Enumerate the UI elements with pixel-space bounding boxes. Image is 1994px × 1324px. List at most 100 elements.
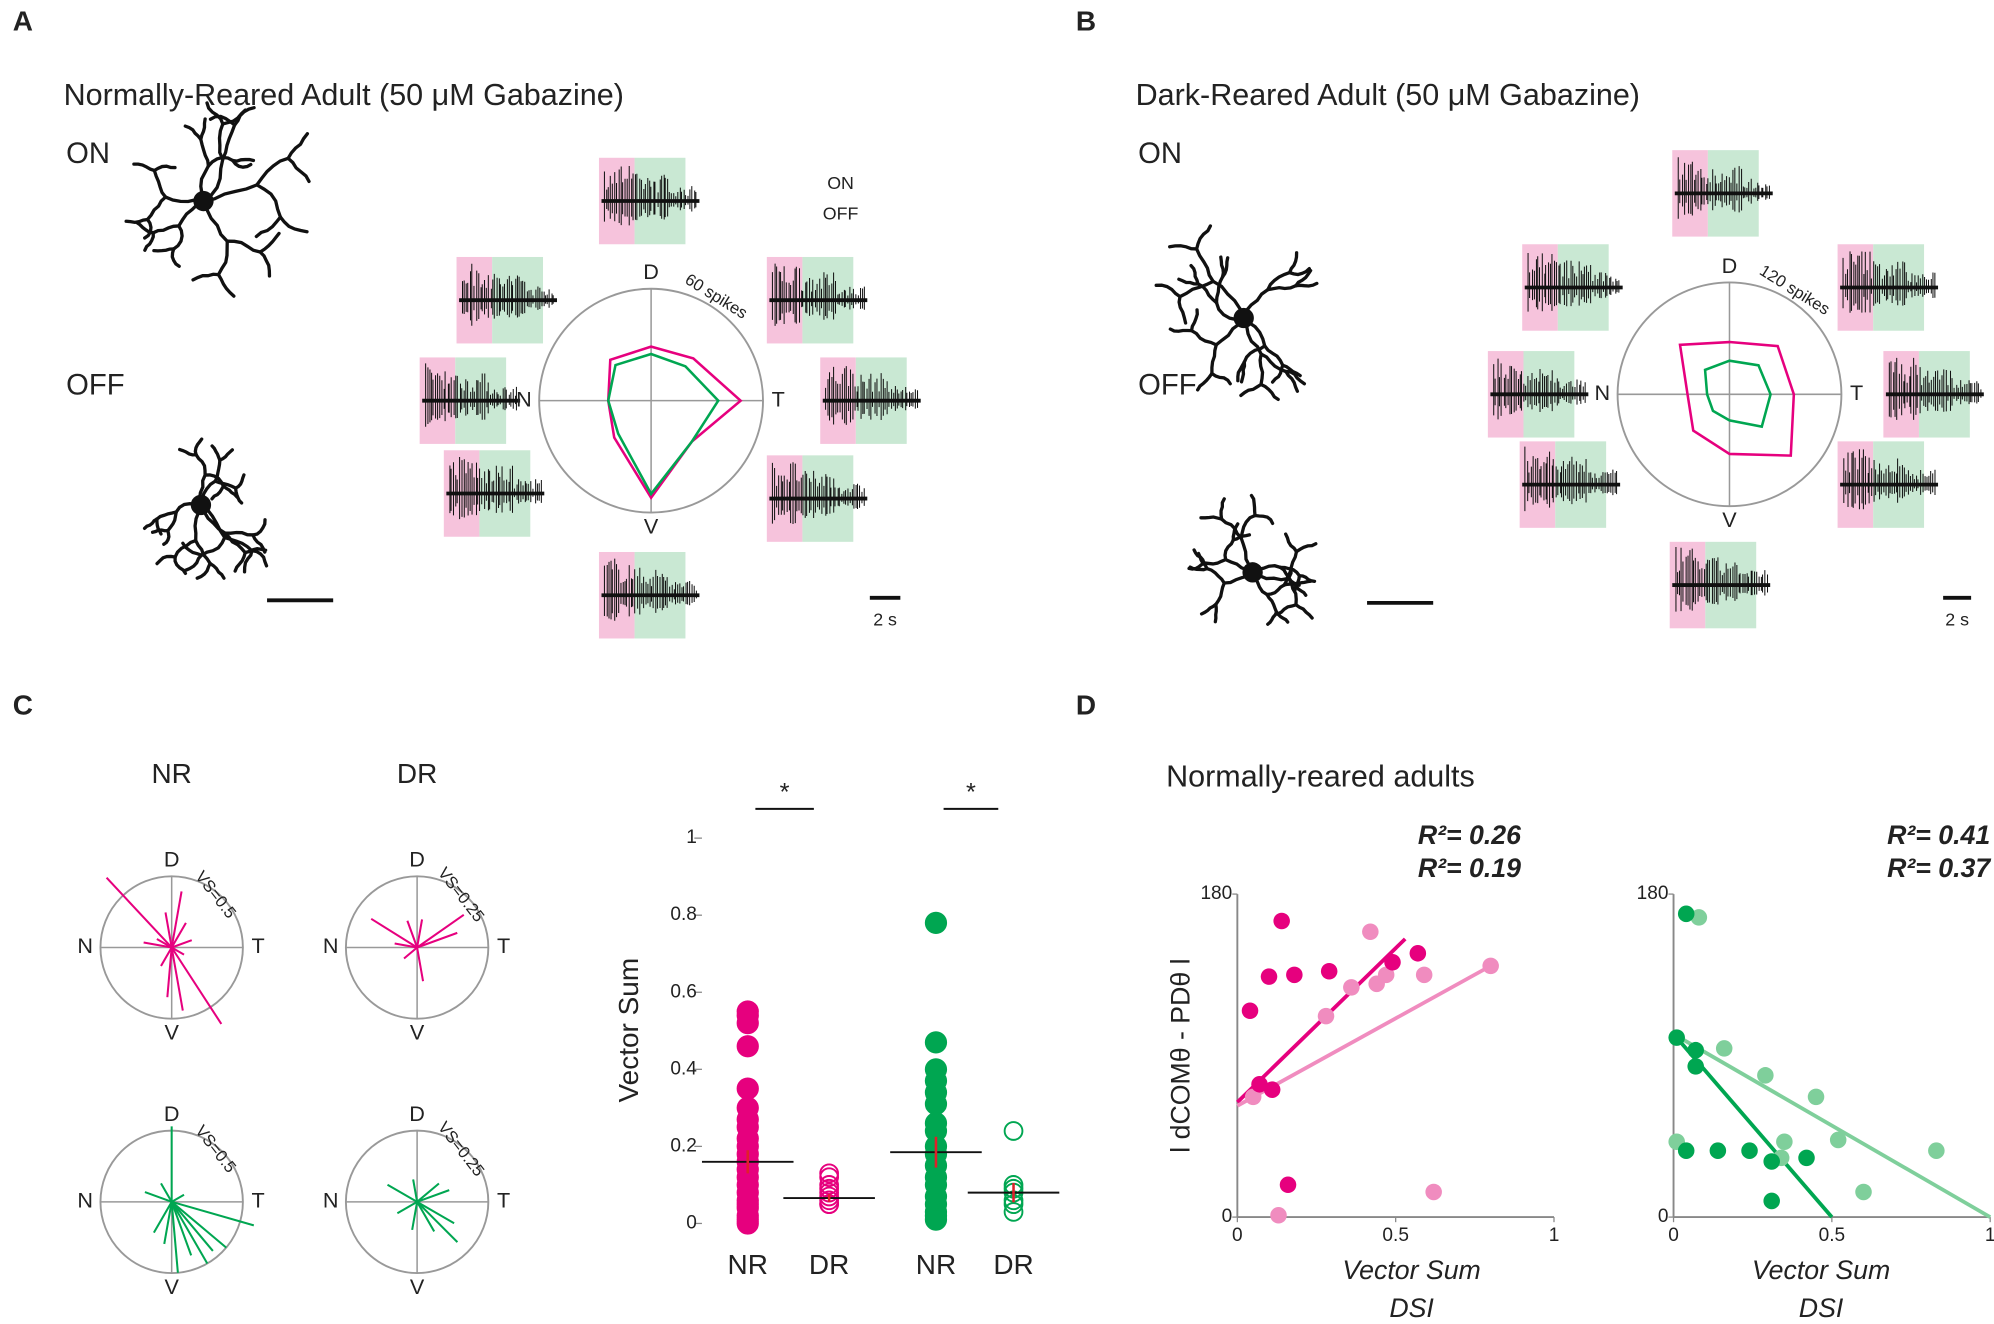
direction-label: V bbox=[410, 1020, 425, 1045]
vector bbox=[152, 1201, 173, 1234]
direction-label: D bbox=[164, 847, 180, 872]
soma bbox=[1242, 562, 1263, 583]
point bbox=[1415, 966, 1433, 984]
spike-trace bbox=[1524, 446, 1618, 512]
vector bbox=[166, 947, 173, 998]
vector bbox=[412, 1179, 419, 1203]
dendrite bbox=[155, 510, 178, 521]
dendrite bbox=[251, 518, 267, 537]
vector bbox=[156, 938, 173, 949]
dendrite bbox=[1287, 267, 1311, 277]
dendrite bbox=[1214, 581, 1226, 607]
dendrite bbox=[152, 164, 177, 173]
dendrite bbox=[1205, 566, 1226, 585]
dendrite bbox=[183, 124, 203, 141]
r2-label: R²= 0.26 bbox=[1418, 820, 1521, 850]
dendrite bbox=[152, 168, 168, 199]
dendrite bbox=[1284, 369, 1300, 393]
point bbox=[1741, 1142, 1758, 1159]
dendrite bbox=[1266, 610, 1279, 626]
vector bbox=[416, 1189, 450, 1203]
panel-label: D bbox=[1076, 690, 1096, 721]
dendrite bbox=[221, 123, 237, 161]
dendrite bbox=[1294, 268, 1313, 288]
dendrite bbox=[151, 224, 181, 235]
direction-label: V bbox=[1722, 507, 1737, 532]
dendrite bbox=[206, 155, 235, 168]
dendrite bbox=[223, 531, 247, 555]
dendrite bbox=[1189, 263, 1200, 286]
dendrite bbox=[1294, 603, 1314, 620]
dendrite bbox=[1266, 284, 1298, 292]
dendrite bbox=[1196, 371, 1214, 392]
spike-trace bbox=[771, 462, 865, 525]
dendrite bbox=[243, 547, 268, 555]
direction-label: N bbox=[323, 933, 339, 958]
vector bbox=[396, 1200, 418, 1215]
vector bbox=[170, 922, 187, 949]
vector bbox=[416, 1182, 440, 1203]
scale-label: 2 s bbox=[873, 609, 897, 629]
point bbox=[1263, 1081, 1281, 1098]
dendrite bbox=[1278, 565, 1302, 578]
vector bbox=[416, 919, 424, 948]
vector bbox=[171, 946, 185, 956]
dendrite bbox=[183, 553, 204, 572]
point bbox=[924, 1092, 948, 1116]
vector bbox=[171, 1200, 255, 1227]
dendrite bbox=[254, 215, 283, 239]
panel-label: C bbox=[13, 690, 33, 721]
dendrite bbox=[1189, 308, 1199, 333]
point bbox=[924, 1031, 948, 1054]
x-axis-label: DSI bbox=[1389, 1293, 1434, 1323]
vector bbox=[171, 1201, 227, 1249]
dendrite bbox=[1189, 328, 1218, 347]
vector bbox=[163, 1201, 173, 1245]
dendrite bbox=[1249, 493, 1257, 518]
point bbox=[1273, 912, 1290, 930]
dendrite bbox=[1177, 294, 1188, 325]
vector bbox=[170, 891, 183, 948]
direction-label: T bbox=[772, 386, 785, 411]
dendrite bbox=[1253, 513, 1275, 526]
point bbox=[924, 1208, 948, 1231]
vector bbox=[416, 1201, 459, 1243]
point bbox=[1286, 966, 1303, 984]
dendrite bbox=[216, 239, 229, 277]
cell-label: ON bbox=[1138, 138, 1182, 170]
x-axis-label: Vector Sum bbox=[1752, 1255, 1890, 1285]
dendrite bbox=[205, 101, 225, 126]
vector bbox=[170, 1201, 193, 1256]
dendrite bbox=[233, 550, 247, 573]
dendrite bbox=[195, 561, 212, 580]
panel-label: B bbox=[1076, 5, 1096, 36]
point bbox=[1757, 1067, 1774, 1084]
vector bbox=[170, 1201, 214, 1252]
dendrite bbox=[145, 195, 168, 222]
dendrite bbox=[1210, 343, 1218, 376]
dendrite bbox=[199, 535, 227, 557]
panel-label: A bbox=[13, 5, 33, 36]
dendrite bbox=[213, 458, 222, 483]
dendrite bbox=[1258, 352, 1265, 387]
point bbox=[1798, 1149, 1815, 1167]
dendrite bbox=[1292, 581, 1308, 597]
chart-title: Normally-reared adults bbox=[1166, 759, 1475, 793]
dendrite bbox=[1168, 327, 1194, 333]
spike-trace bbox=[771, 263, 865, 326]
dendrite bbox=[1219, 517, 1243, 540]
direction-label: N bbox=[1595, 380, 1611, 405]
dendrite bbox=[199, 137, 211, 168]
y-tick-label: 0 bbox=[1658, 1206, 1669, 1227]
dendrite bbox=[1294, 542, 1318, 554]
dendrite bbox=[1239, 513, 1257, 540]
x-tick-label: 0.5 bbox=[1819, 1225, 1846, 1246]
chart-title: Normally-Reared Adult (50 μM Gabazine) bbox=[64, 78, 624, 112]
column-title: NR bbox=[151, 758, 191, 789]
dendrite bbox=[1223, 538, 1236, 562]
point bbox=[1425, 1183, 1442, 1201]
vector bbox=[370, 917, 418, 949]
direction-label: D bbox=[409, 847, 425, 872]
dendrite bbox=[143, 231, 155, 252]
dendrite bbox=[1274, 610, 1290, 624]
